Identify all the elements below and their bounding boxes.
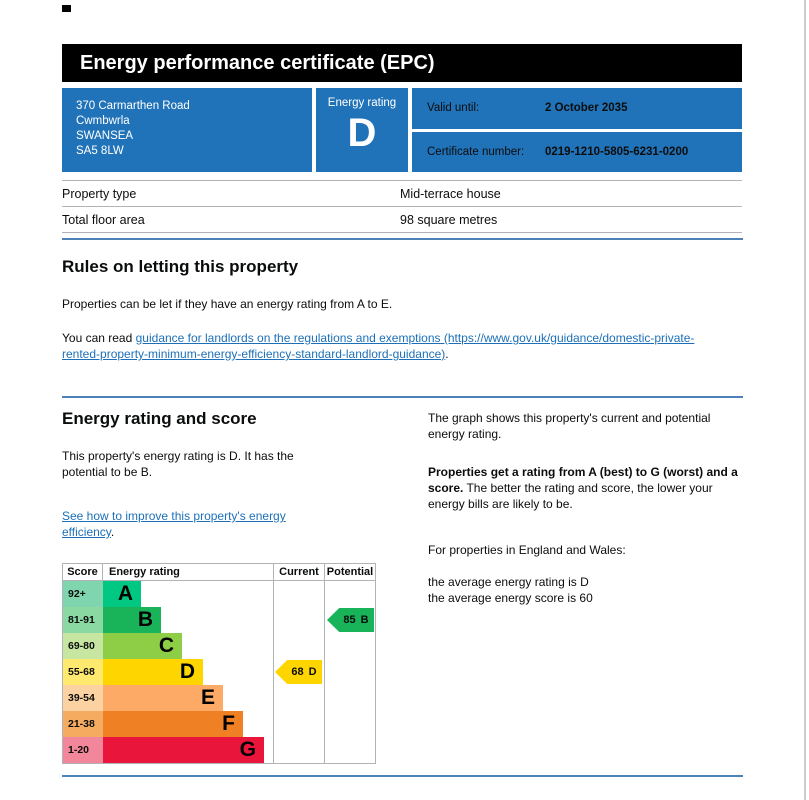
- band-score-range: 55-68: [63, 659, 103, 685]
- section-divider: [62, 775, 743, 777]
- address-line: SWANSEA: [76, 130, 134, 142]
- band-bar-b: B: [103, 607, 161, 633]
- band-score-range: 39-54: [63, 685, 103, 711]
- potential-column-cell: [324, 633, 375, 659]
- address-line: SA5 8LW: [76, 145, 124, 157]
- current-column-cell: [273, 581, 324, 607]
- energy-rating-intro: This property's energy rating is D. It h…: [62, 449, 294, 479]
- epc-chart-header: Score Energy rating Current Potential: [63, 564, 375, 581]
- epc-band-row: 39-54 E: [63, 685, 375, 711]
- current-column-cell: [273, 607, 324, 633]
- potential-column-cell: [324, 659, 375, 685]
- property-details-table: Property type Mid-terrace house Total fl…: [62, 180, 742, 233]
- band-bar-d: D: [103, 659, 203, 685]
- potential-column-cell: [324, 711, 375, 737]
- england-wales-note: For properties in England and Wales:: [428, 543, 626, 557]
- rating-score-rest: The better the rating and score, the low…: [428, 481, 713, 511]
- band-bar-zone: F: [103, 711, 273, 737]
- epc-band-row: 92+ A: [63, 581, 375, 607]
- rules-paragraph: Properties can be let if they have an en…: [62, 297, 393, 311]
- potential-column-cell: [324, 581, 375, 607]
- band-bar-zone: E: [103, 685, 273, 711]
- rating-score-explainer: Properties get a rating from A (best) to…: [428, 464, 745, 512]
- current-column-cell: [273, 685, 324, 711]
- band-bar-zone: A: [103, 581, 273, 607]
- band-score-range: 81-91: [63, 607, 103, 633]
- certificate-details-panel: Valid until: 2 October 2035 Certificate …: [412, 88, 742, 172]
- current-column-cell: [273, 711, 324, 737]
- band-score-range: 21-38: [63, 711, 103, 737]
- table-row: Property type Mid-terrace house: [62, 180, 742, 207]
- epc-chart-bands: 92+ A 81-91 B 69-80 C 55-68 D 39-54 E 21-38 F 1-20 G: [63, 581, 375, 763]
- current-column-header: Current: [273, 564, 324, 580]
- section-divider: [62, 238, 743, 240]
- potential-column-cell: [324, 737, 375, 763]
- table-row: Total floor area 98 square metres: [62, 207, 742, 233]
- energy-rating-value: D: [347, 111, 377, 155]
- band-score-range: 69-80: [63, 633, 103, 659]
- improve-efficiency-link[interactable]: See how to improve this property's energ…: [62, 509, 286, 539]
- valid-until-row: Valid until: 2 October 2035: [412, 88, 742, 129]
- potential-rating-arrow-score: 85: [343, 614, 356, 626]
- epc-band-row: 1-20 G: [63, 737, 375, 763]
- improve-efficiency-paragraph: See how to improve this property's energ…: [62, 508, 334, 540]
- average-values: the average energy rating is D the averag…: [428, 574, 593, 606]
- address-line: Cwmbwrla: [76, 115, 130, 127]
- energy-rating-column-header: Energy rating: [109, 566, 180, 578]
- band-bar-zone: C: [103, 633, 273, 659]
- band-bar-f: F: [103, 711, 243, 737]
- certificate-number-label: Certificate number:: [427, 145, 525, 158]
- property-type-label: Property type: [62, 186, 137, 201]
- rating-score-bold: Properties get a rating from A (best) to…: [428, 465, 738, 495]
- page-title: Energy performance certificate (EPC): [62, 44, 742, 82]
- band-bar-c: C: [103, 633, 182, 659]
- floor-area-label: Total floor area: [62, 212, 145, 227]
- floor-area-value: 98 square metres: [400, 212, 498, 227]
- section-divider: [62, 396, 743, 398]
- rules-section-heading: Rules on letting this property: [62, 257, 299, 276]
- page-corner-mark: [62, 5, 71, 12]
- energy-rating-label: Energy rating: [327, 97, 397, 109]
- landlord-guidance-link[interactable]: guidance for landlords on the regulation…: [62, 331, 695, 361]
- epc-band-row: 21-38 F: [63, 711, 375, 737]
- address-line: 370 Carmarthen Road: [76, 100, 190, 112]
- band-bar-e: E: [103, 685, 223, 711]
- certificate-summary-box: 370 Carmarthen Road Cwmbwrla SWANSEA SA5…: [62, 88, 742, 172]
- band-bar-zone: D: [103, 659, 273, 685]
- band-bar-a: A: [103, 581, 141, 607]
- valid-until-label: Valid until:: [427, 102, 480, 115]
- potential-column-cell: [324, 685, 375, 711]
- band-bar-zone: B: [103, 607, 273, 633]
- current-rating-arrow-score: 68: [291, 666, 304, 678]
- current-column-cell: [273, 633, 324, 659]
- epc-band-row: 55-68 D: [63, 659, 375, 685]
- potential-column-header: Potential: [324, 564, 375, 580]
- average-rating-line: the average energy rating is D: [428, 575, 589, 589]
- valid-until-value: 2 October 2035: [545, 102, 628, 115]
- property-address: 370 Carmarthen Road Cwmbwrla SWANSEA SA5…: [62, 88, 312, 172]
- score-column-header: Score: [63, 564, 103, 580]
- graph-explainer: The graph shows this property's current …: [428, 411, 711, 441]
- certificate-number-value: 0219-1210-5805-6231-0200: [545, 145, 689, 158]
- epc-band-row: 69-80 C: [63, 633, 375, 659]
- epc-band-row: 81-91 B: [63, 607, 375, 633]
- rules-guidance-paragraph: You can read guidance for landlords on t…: [62, 330, 710, 362]
- guidance-prefix: You can read: [62, 331, 136, 345]
- band-bar-g: G: [103, 737, 264, 763]
- band-score-range: 92+: [63, 581, 103, 607]
- viewport-right-edge: [804, 0, 806, 800]
- current-column-cell: [273, 737, 324, 763]
- energy-rating-heading: Energy rating and score: [62, 409, 257, 428]
- current-rating-arrow-letter: D: [308, 666, 317, 678]
- band-score-range: 1-20: [63, 737, 103, 763]
- band-bar-zone: G: [103, 737, 273, 763]
- guidance-suffix: .: [445, 347, 449, 361]
- average-score-line: the average energy score is 60: [428, 591, 593, 605]
- property-type-value: Mid-terrace house: [400, 186, 501, 201]
- epc-chart: Score Energy rating Current Potential 92…: [62, 563, 376, 764]
- potential-rating-arrow-letter: B: [360, 614, 369, 626]
- certificate-number-row: Certificate number: 0219-1210-5805-6231-…: [412, 131, 742, 172]
- improve-link-suffix: .: [110, 525, 115, 539]
- energy-rating-panel: Energy rating D: [316, 88, 408, 172]
